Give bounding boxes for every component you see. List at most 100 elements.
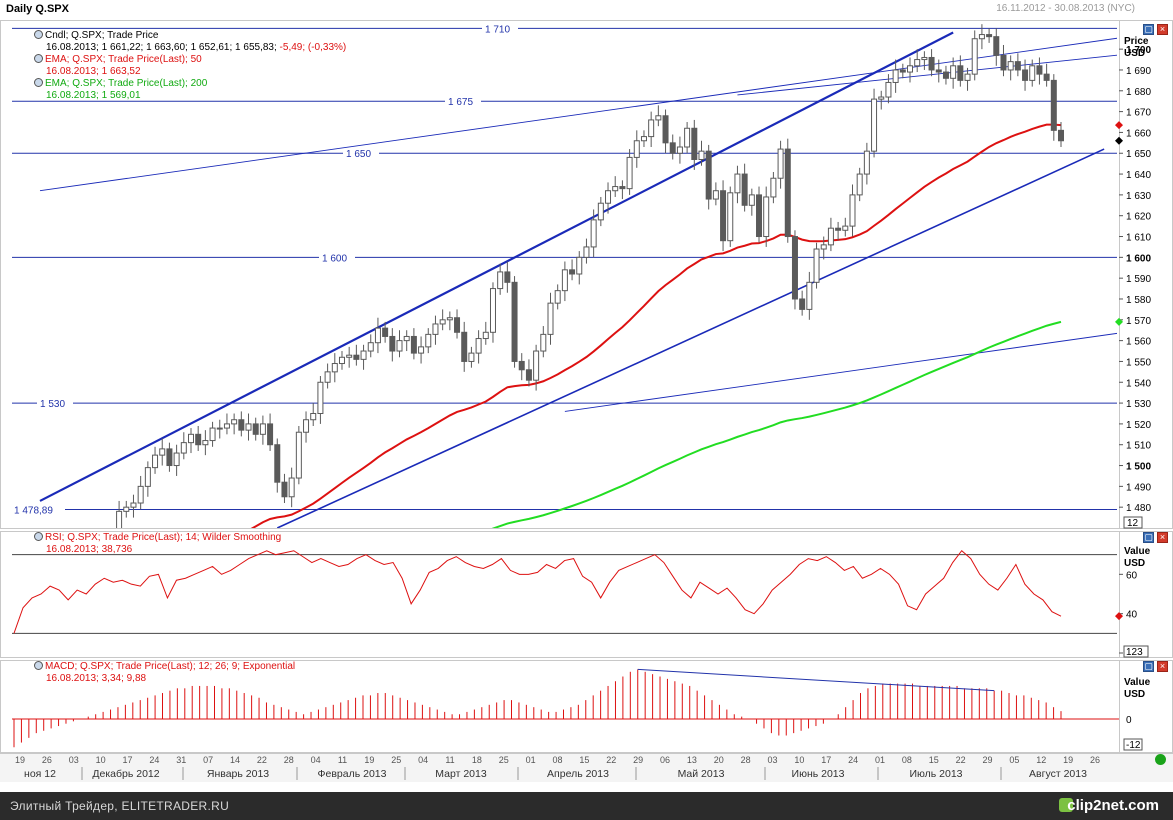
x-tick-label: 15 [929,755,939,765]
trendline [276,148,1105,528]
candle-body [346,354,353,358]
macd-pane-close-button[interactable]: × [1157,661,1168,672]
macd-pane-maximize-button[interactable]: ▢ [1143,661,1154,672]
candle-body [878,96,885,100]
price-tick-label: 1 680 [1126,87,1151,98]
candle-body [669,142,676,154]
candle-body [727,192,734,242]
x-tick-label: 24 [848,755,858,765]
candle-body [525,369,532,381]
x-tick-label: 08 [552,755,562,765]
candle-body [691,127,698,160]
candle-body [590,219,597,248]
candle-body [605,190,612,204]
candle-body [827,227,834,246]
price-tick-label: 1 540 [1126,378,1151,389]
candle-body [367,342,374,352]
candle-body [799,298,806,310]
rsi-tick-label: 40 [1126,610,1138,621]
price-tick-label: 1 630 [1126,191,1151,202]
price-tick-label: 1 590 [1126,274,1151,285]
price-pane-maximize-button[interactable]: ▢ [1143,24,1154,35]
legend-candle-label: Cndl; Q.SPX; Trade Price [45,30,159,41]
candle-body [432,323,439,335]
macd-pane: 0 -12 [12,668,1143,751]
candle-body [461,331,468,362]
macd-legend: MACD; Q.SPX; Trade Price(Last); 12; 26; … [34,661,295,685]
candle-body [791,236,798,300]
candle-body [856,173,863,196]
price-axis-title: Price USD [1124,36,1149,59]
candle-body [180,442,187,454]
candle-body [806,281,813,310]
candle-body [252,423,259,435]
candle-body [81,640,86,661]
x-tick-label: 05 [1009,755,1019,765]
legend-macd-label: MACD; Q.SPX; Trade Price(Last); 12; 26; … [45,661,296,672]
candle-series-icon[interactable] [34,30,43,39]
candle-body [633,140,640,158]
x-tick-label: 20 [714,755,724,765]
candle-body [439,319,446,325]
price-legend: Cndl; Q.SPX; Trade Price 16.08.2013; 1 6… [34,30,346,102]
candle-body [1022,69,1029,81]
candle-body [1043,73,1050,81]
price-tick-label: 1 480 [1126,503,1151,514]
x-tick-label: 22 [606,755,616,765]
candle-body [338,356,345,365]
candle-body [547,302,554,335]
candle-body [116,510,123,528]
candle-body [173,452,180,467]
x-tick-label: 17 [122,755,132,765]
candle-body [720,190,727,242]
price-pane-close-button[interactable]: × [1157,24,1168,35]
candle-body [914,59,921,67]
level-label-bg [482,22,518,34]
candle-body [418,346,425,354]
rsi-pane-maximize-button[interactable]: ▢ [1143,532,1154,543]
candle-body [504,271,511,283]
macd-series-icon[interactable] [34,661,43,670]
candle-body [497,271,504,290]
ema50-marker [1115,121,1123,130]
rsi-axis-title: Value USD [1124,546,1151,569]
candle-body [511,281,518,362]
x-tick-label: 06 [660,755,670,765]
candle-body [353,354,360,360]
legend-rsi-label: RSI; Q.SPX; Trade Price(Last); 14; Wilde… [45,532,282,543]
x-tick-label: 13 [687,755,697,765]
price-tick-label: 1 690 [1126,66,1151,77]
candle-body [784,148,791,238]
candle-body [303,419,310,433]
price-corner-box [1123,516,1143,529]
x-month-label: ноя 12 [24,768,56,780]
candle-body [835,227,842,231]
x-tick-label: 03 [767,755,777,765]
candle-body [317,381,324,414]
horizontal-level-label: 1 530 [40,399,65,410]
candle-body [583,246,590,258]
candle-body [871,98,878,152]
candle-body [295,431,302,479]
price-tick-label: 1 600 [1126,253,1151,264]
candle-body [935,69,942,73]
ema200-marker [1115,317,1123,326]
rsi-series-icon[interactable] [34,532,43,541]
candle-body [748,194,755,206]
rsi-pane: 204060123 [12,550,1149,660]
price-tick-label: 1 490 [1126,482,1151,493]
x-tick-label: 04 [311,755,321,765]
x-tick-label: 03 [69,755,79,765]
ema50-series-icon[interactable] [34,54,43,63]
candle-body [238,419,245,431]
status-indicator-icon [1155,754,1166,765]
chart-area[interactable]: 1 480 1 490 1 500 1 510 1 520 1 530 1 540 1 550… [0,0,1173,792]
level-label-bg [319,251,355,263]
ema200-series-icon[interactable] [34,78,43,87]
rsi-pane-close-button[interactable]: × [1157,532,1168,543]
candle-body [1014,61,1021,71]
candle-body [885,81,892,98]
macd-corner-box [1123,738,1143,751]
candle-body [756,194,763,238]
candle-body [482,331,489,340]
